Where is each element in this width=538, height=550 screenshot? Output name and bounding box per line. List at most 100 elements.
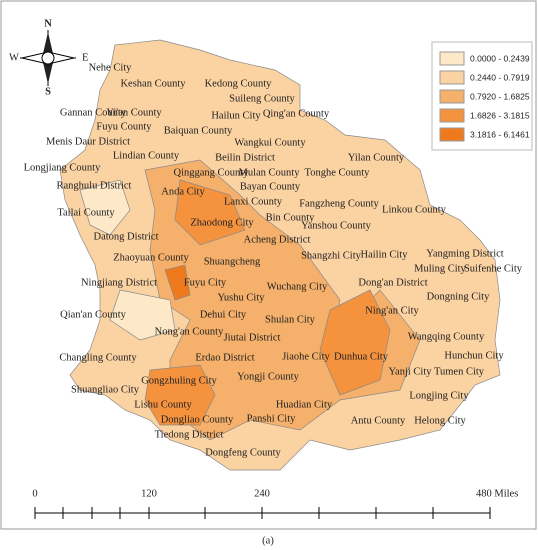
place-label: Shulan City bbox=[265, 314, 316, 325]
place-label: Qing'an County bbox=[263, 108, 330, 119]
region bbox=[109, 289, 176, 341]
place-label: Acheng District bbox=[244, 234, 311, 245]
place-label: Qinggang County bbox=[174, 167, 250, 178]
place-label: Yangming District bbox=[426, 248, 503, 259]
place-label: Dehui City bbox=[200, 309, 247, 320]
region bbox=[144, 364, 216, 426]
legend-label: 3.1816 - 6.1461 bbox=[470, 129, 530, 139]
region bbox=[174, 179, 246, 246]
legend-swatch bbox=[439, 127, 465, 142]
place-label: Helong City bbox=[414, 415, 466, 426]
place-label: Shuangcheng bbox=[204, 256, 261, 267]
place-label: Baiquan County bbox=[164, 125, 233, 136]
region bbox=[79, 179, 131, 236]
place-label: Wuchang City bbox=[267, 281, 328, 292]
place-label: Hunchun City bbox=[444, 350, 504, 361]
legend-swatch bbox=[439, 51, 465, 66]
region bbox=[319, 289, 391, 396]
place-label: Nehe City bbox=[89, 62, 133, 73]
place-label: Yushu City bbox=[218, 292, 266, 303]
compass-e: E bbox=[82, 52, 88, 63]
place-label: Bayan County bbox=[240, 181, 301, 192]
place-label: Ranghulu District bbox=[57, 180, 132, 191]
place-label: Dongfeng County bbox=[205, 447, 281, 458]
place-label: Zhaoyuan County bbox=[113, 252, 189, 263]
place-label: Shangzhi City bbox=[301, 250, 362, 261]
place-label: Muling City bbox=[414, 263, 466, 274]
region bbox=[164, 264, 191, 301]
place-label: Dong'an District bbox=[358, 277, 427, 288]
compass-s: S bbox=[45, 86, 51, 97]
place-label: Hailun City bbox=[211, 110, 261, 121]
place-label: Suifenhe City bbox=[464, 263, 523, 274]
place-label: Anda City bbox=[161, 186, 205, 197]
scale-label: 120 bbox=[141, 488, 157, 499]
place-label: Jiaohe City bbox=[282, 351, 330, 362]
regions bbox=[59, 39, 501, 471]
scale-label: 480 Miles bbox=[476, 488, 518, 499]
legend-label: 0.2440 - 0.7919 bbox=[470, 72, 530, 82]
compass: N S E W bbox=[9, 18, 88, 97]
place-label: Changling County bbox=[59, 352, 137, 363]
place-label: Wangkui County bbox=[234, 137, 306, 148]
place-label: Yanshou County bbox=[301, 220, 372, 231]
place-label: Menis Daur District bbox=[46, 136, 130, 147]
place-label: Longjiang County bbox=[24, 162, 101, 173]
place-label: Keshan County bbox=[120, 78, 186, 89]
place-label: Datong District bbox=[93, 231, 158, 242]
place-label: Yanji City bbox=[389, 366, 433, 377]
place-label: Shuangliao City bbox=[71, 384, 140, 395]
compass-w: W bbox=[9, 52, 19, 63]
place-label: Zhaodong City bbox=[190, 217, 254, 228]
place-label: Dongliao County bbox=[161, 414, 234, 425]
place-label: Fuyu County bbox=[96, 121, 152, 132]
place-label: Gongzhuling City bbox=[141, 375, 217, 386]
scale-label: 240 bbox=[254, 488, 270, 499]
place-label: Beilin District bbox=[215, 152, 275, 163]
place-label: Tonghe County bbox=[305, 167, 371, 178]
place-label: Wangqing County bbox=[408, 331, 485, 342]
place-labels: Nehe City Keshan County Kedong County Suile… bbox=[24, 62, 523, 458]
legend-swatch bbox=[439, 108, 465, 123]
legend-swatch bbox=[439, 70, 465, 85]
place-label: Yilan County bbox=[348, 152, 405, 163]
place-label: Huadian City bbox=[276, 399, 333, 410]
place-label: Tiedong District bbox=[155, 429, 224, 440]
place-label: Suileng County bbox=[229, 93, 295, 104]
caption: (a) bbox=[262, 535, 274, 546]
place-label: Yi'an County bbox=[106, 107, 162, 118]
legend-label: 1.6826 - 3.1815 bbox=[470, 110, 530, 120]
place-label: Nong'an County bbox=[155, 326, 224, 337]
place-label: Dunhua City bbox=[334, 351, 389, 362]
place-label: Linkou County bbox=[382, 204, 447, 215]
place-label: Erdao District bbox=[195, 352, 254, 363]
place-label: Lindian County bbox=[113, 150, 180, 161]
legend-label: 0.7920 - 1.6825 bbox=[470, 91, 530, 101]
place-label: Tailai County bbox=[57, 207, 115, 218]
place-label: Fangzheng County bbox=[299, 198, 379, 209]
place-label: Lanxi County bbox=[224, 196, 283, 207]
place-label: Dongning City bbox=[427, 291, 490, 302]
place-label: Kedong County bbox=[205, 78, 273, 89]
place-label: Tumen City bbox=[434, 366, 485, 377]
legend-label: 0.0000 - 0.2439 bbox=[470, 53, 530, 63]
place-label: Yongji County bbox=[237, 371, 299, 382]
scale-bar: 0 120 240 480 Miles bbox=[32, 488, 518, 519]
place-label: Ning'an City bbox=[365, 305, 419, 316]
place-label: Gannan County bbox=[60, 107, 127, 118]
legend-swatch bbox=[439, 89, 465, 104]
place-label: Hailin City bbox=[361, 249, 409, 260]
place-label: Ningjiang District bbox=[81, 277, 157, 288]
place-label: Qian'an County bbox=[60, 309, 127, 320]
place-label: Antu County bbox=[351, 415, 406, 426]
place-label: Panshi City bbox=[247, 413, 296, 424]
place-label: Fuyu City bbox=[184, 277, 227, 288]
legend: 0.0000 - 0.2439 0.2440 - 0.7919 0.7920 - 1… bbox=[431, 41, 533, 151]
place-label: Bin County bbox=[266, 212, 315, 223]
place-label: Jiutai District bbox=[224, 332, 281, 343]
place-label: Mulan County bbox=[239, 167, 301, 178]
scale-label: 0 bbox=[32, 488, 37, 499]
compass-center bbox=[41, 51, 55, 65]
place-label: Longjing City bbox=[409, 390, 469, 401]
